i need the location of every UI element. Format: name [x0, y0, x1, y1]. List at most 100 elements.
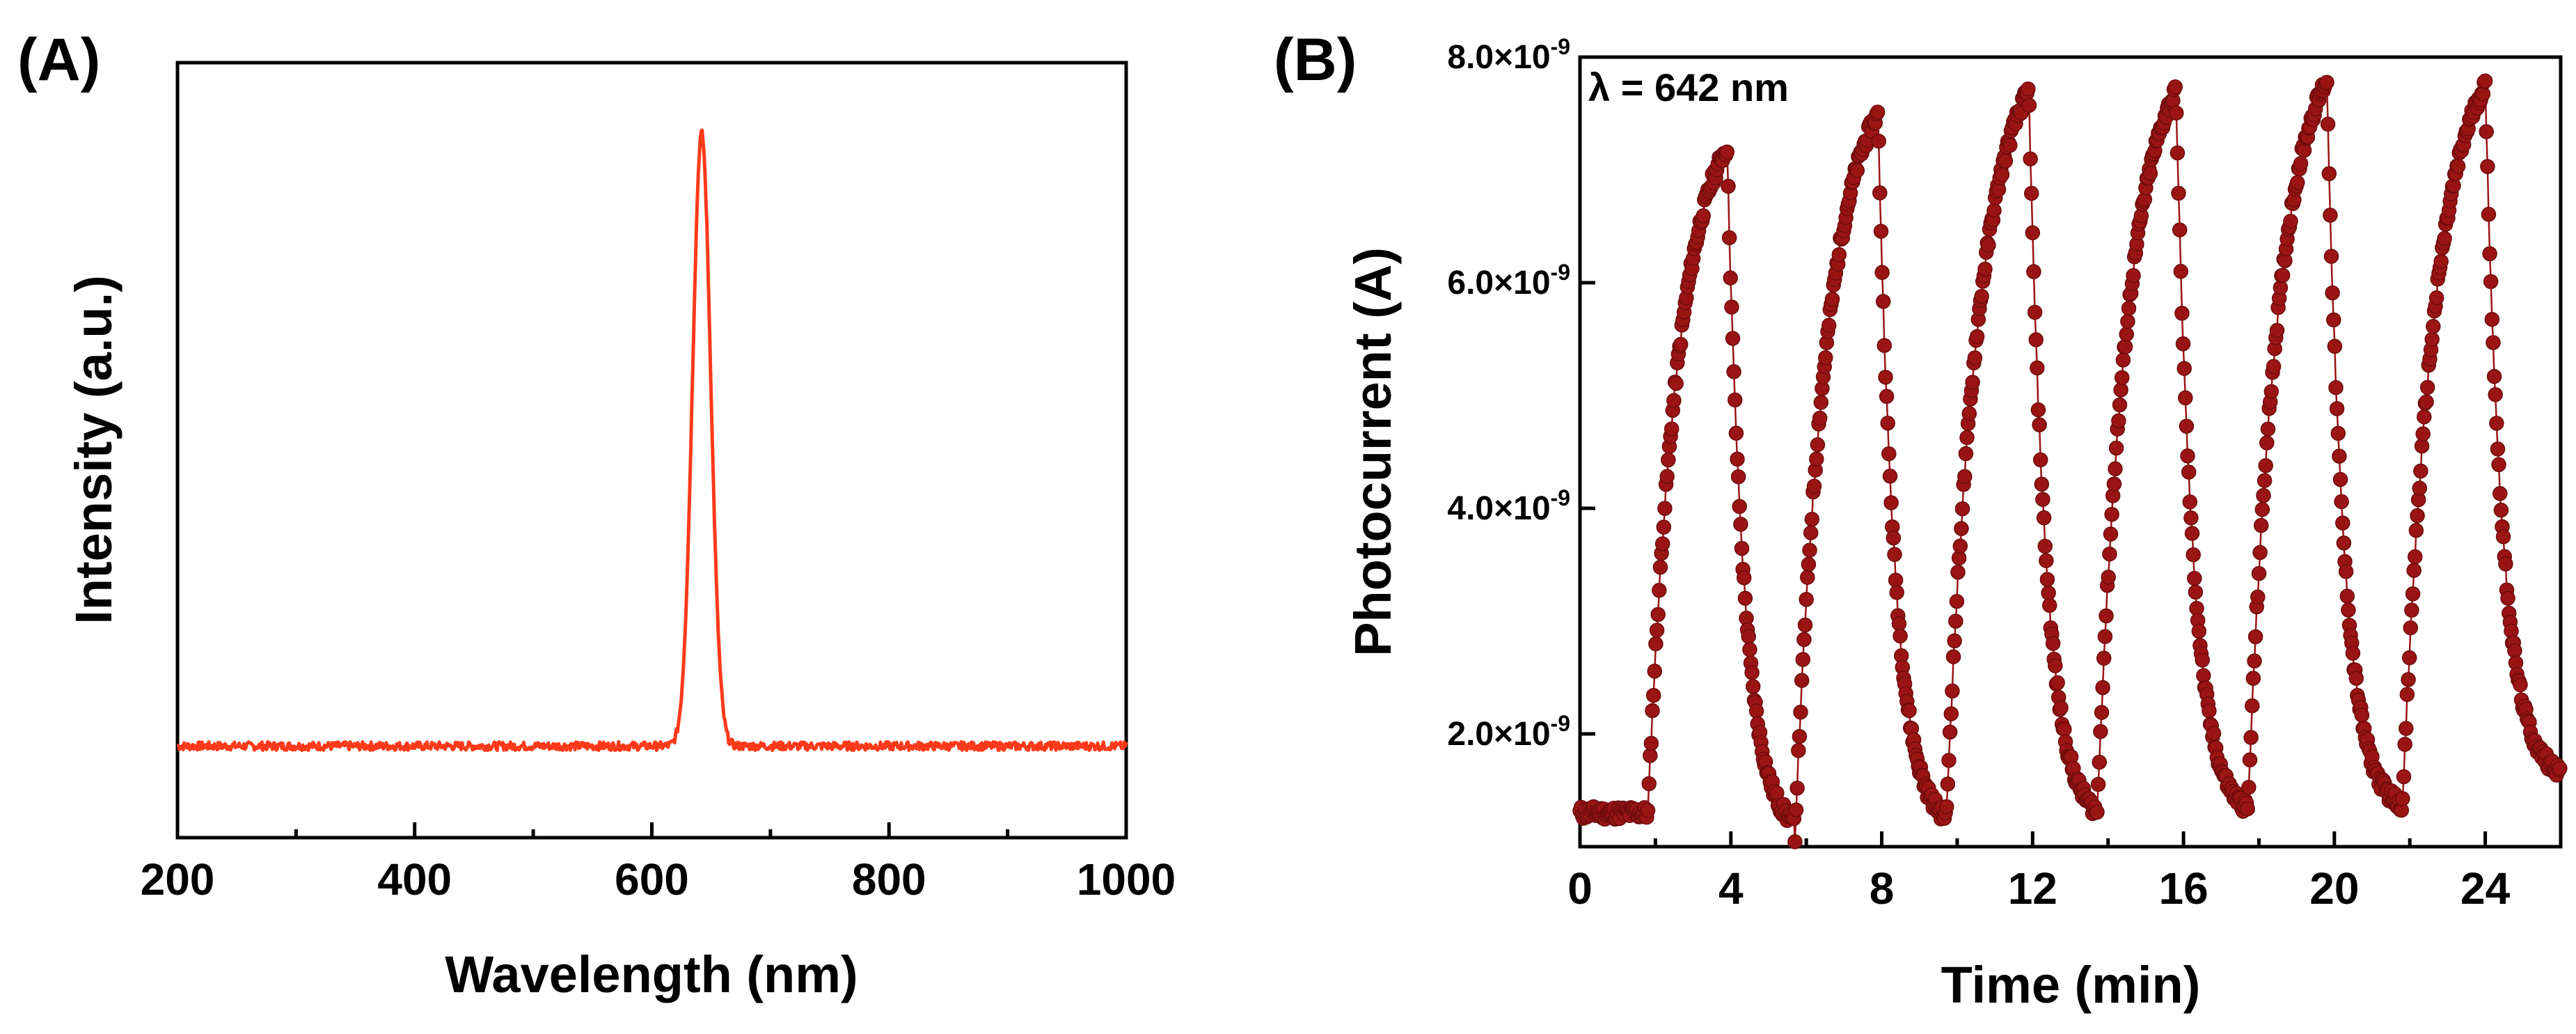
- panel-b-data-point: [1977, 261, 1993, 277]
- panel-b-y-ticks: 2.0×10-9 4.0×10-9 6.0×10-9 8.0×10-9: [1447, 34, 1595, 753]
- panel-b-data-point: [2030, 360, 2045, 376]
- panel-b-data-point: [2253, 517, 2269, 533]
- panel-b-data-point: [1954, 501, 1970, 517]
- panel-b-data-point: [1725, 331, 1741, 346]
- panel-b-data-point: [1880, 415, 1895, 431]
- panel-a-x-ticks: 200 400 600 800 1000: [141, 822, 1176, 904]
- panel-b-data-point: [2119, 327, 2134, 342]
- panel-b-data-point: [1969, 329, 1985, 345]
- panel-b-data-point: [2057, 721, 2072, 737]
- panel-b-data-point: [1723, 270, 1738, 285]
- panel-b-data-point: [2096, 650, 2112, 666]
- panel-b-y-tick-label: 6.0×10-9: [1447, 260, 1570, 301]
- panel-b-data-point: [2424, 331, 2440, 347]
- panel-b-data-point: [2401, 650, 2417, 666]
- panel-b-data-point: [1787, 834, 1803, 849]
- panel-b-data-point: [2102, 546, 2117, 562]
- panel-b-data-point: [2250, 589, 2266, 605]
- panel-b-data-point: [1948, 613, 1963, 629]
- panel-b-data-point: [2247, 629, 2263, 645]
- panel-b-data-point: [1733, 517, 1748, 532]
- panel-b-data-point: [1640, 803, 1656, 818]
- panel-b-data-point: [1818, 350, 1833, 366]
- panel-b-data-point: [2101, 570, 2116, 585]
- panel-b-data-point: [1938, 799, 1954, 815]
- panel-b-data-point: [2326, 312, 2341, 328]
- panel-b-data-point: [2327, 338, 2343, 354]
- panel-b-data-point: [1649, 622, 1665, 638]
- panel-b-data-point: [1810, 437, 1826, 453]
- panel-b-data-point: [1643, 735, 1659, 751]
- panel-b-data-point: [1791, 743, 1806, 758]
- panel-b-data-point: [2206, 726, 2222, 741]
- panel-b-data-point: [1879, 389, 1895, 405]
- panel-b-data-point: [1721, 230, 1737, 246]
- panel-b-data-point: [1795, 652, 1811, 667]
- panel-b-data-point: [2552, 760, 2568, 776]
- panel-b-data-point: [2172, 222, 2188, 237]
- panel-b-data-point: [2259, 435, 2275, 451]
- panel-b-data-point: [2171, 185, 2186, 201]
- panel-b-data-point: [2178, 390, 2193, 406]
- panel-b-y-tick-label: 4.0×10-9: [1447, 485, 1570, 527]
- panel-b-data-point: [2036, 510, 2052, 526]
- panel-b-data-point: [2021, 81, 2036, 97]
- panel-b-data-point: [1696, 208, 1711, 224]
- panel-b-data-point: [2037, 538, 2053, 554]
- panel-b-data-point: [2117, 339, 2133, 354]
- panel-b-data-point: [2419, 394, 2434, 409]
- panel-b-data-point: [2041, 597, 2057, 613]
- panel-b-data-point: [2111, 413, 2126, 429]
- panel-b-data-point: [2028, 332, 2044, 347]
- panel-b-data-point: [2179, 418, 2195, 434]
- panel-b-data-point: [2490, 441, 2506, 457]
- panel-b-data-point: [2191, 623, 2207, 639]
- panel-b-data-point: [1889, 585, 1904, 600]
- panel-b-x-tick-label: 12: [2008, 863, 2057, 914]
- panel-b-data-point: [1664, 421, 1680, 437]
- panel-b-data-point: [1873, 224, 1889, 239]
- panel-b-data-point: [2260, 421, 2276, 437]
- panel-b-data-point: [1806, 478, 1822, 494]
- panel-a-x-tick-label: 1000: [1077, 854, 1176, 904]
- panel-b-data-point: [2241, 779, 2257, 795]
- panel-b-data-point: [2021, 97, 2037, 113]
- panel-b-data-point: [1878, 369, 1893, 385]
- panel-b-data-point: [2184, 526, 2200, 541]
- panel-b-data-point: [2330, 425, 2346, 441]
- panel-b-data-point: [2481, 207, 2497, 222]
- panel-a: (A) 200 400 600 800 1000 Wavelength (nm) Int…: [17, 26, 1176, 1003]
- panel-b-data-point: [2348, 671, 2364, 686]
- panel-b-data-point: [2026, 264, 2041, 279]
- panel-b-data-point: [1872, 185, 1888, 201]
- panel-b-data-point: [2023, 185, 2039, 201]
- panel-b-data-point: [2401, 672, 2416, 687]
- panel-b-data-point: [2108, 461, 2123, 477]
- panel-b-data-point: [2433, 253, 2449, 269]
- panel-b-data-point: [2254, 501, 2270, 517]
- panel-b-x-tick-label: 8: [1870, 863, 1895, 914]
- panel-b-data-point: [2275, 267, 2291, 283]
- panel-b-data-point: [2182, 494, 2198, 510]
- panel-b-data-point: [2426, 319, 2441, 334]
- panel-b-data-point: [1994, 167, 2010, 182]
- panel-b-data-point: [2417, 409, 2432, 425]
- panel-b-y-axis-title: Photocurrent (A): [1344, 247, 1402, 657]
- panel-b-data-point: [1657, 501, 1673, 516]
- panel-b-data-point: [2450, 158, 2466, 174]
- panel-b-data-point: [1647, 664, 1663, 679]
- panel-b-data-point: [1942, 724, 1958, 740]
- panel-b-data-point: [1745, 679, 1761, 694]
- panel-b-data-point: [1730, 469, 1746, 485]
- panel-b-data-point: [1734, 540, 1750, 556]
- panel-b-data-point: [1719, 144, 1735, 160]
- panel-b-data-point: [2399, 721, 2414, 736]
- panel-b-data-point: [2263, 384, 2279, 400]
- panel-b-data-point: [2293, 156, 2309, 171]
- panel-b-data-point: [2320, 116, 2336, 132]
- panel-b-data-point: [2025, 225, 2041, 241]
- panel-b-data-point: [1949, 593, 1965, 609]
- panel-b-data-point: [2032, 417, 2047, 432]
- panel-b-data-point: [1986, 203, 2002, 219]
- panel-b-data-point: [2283, 213, 2298, 229]
